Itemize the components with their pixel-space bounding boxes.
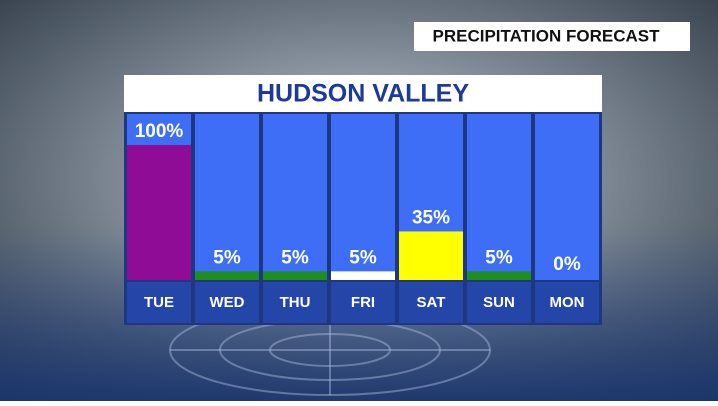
chart-title: PRECIPITATION FORECAST (433, 26, 661, 45)
x-tick-label: THU (280, 294, 311, 311)
value-label: 35% (412, 207, 450, 228)
x-tick-label: SAT (417, 294, 446, 311)
day-cell (195, 282, 259, 323)
value-label: 5% (485, 247, 513, 268)
bar (263, 271, 327, 281)
column (331, 114, 395, 280)
value-label: 100% (135, 121, 184, 142)
header-box (414, 22, 690, 51)
day-cell (535, 282, 599, 323)
value-label: 5% (281, 247, 309, 268)
x-tick-label: FRI (351, 294, 375, 311)
bar (467, 271, 531, 281)
bar (195, 271, 259, 281)
x-tick-label: SUN (483, 294, 515, 311)
x-tick-label: WED (210, 294, 245, 311)
day-cell (331, 282, 395, 323)
day-cell (127, 282, 191, 323)
bar (331, 271, 395, 281)
value-label: 5% (213, 247, 241, 268)
bar (399, 231, 463, 280)
day-cell (399, 282, 463, 323)
chart-subtitle: HUDSON VALLEY (257, 80, 469, 108)
subtitle-box (124, 75, 602, 112)
bar (127, 145, 191, 280)
day-cell (467, 282, 531, 323)
value-label: 5% (349, 247, 377, 268)
column (263, 114, 327, 280)
day-cell (263, 282, 327, 323)
column (535, 114, 599, 280)
column (195, 114, 259, 280)
column (467, 114, 531, 280)
x-tick-label: MON (550, 294, 585, 311)
value-label: 0% (553, 254, 581, 275)
x-tick-label: TUE (144, 294, 174, 311)
